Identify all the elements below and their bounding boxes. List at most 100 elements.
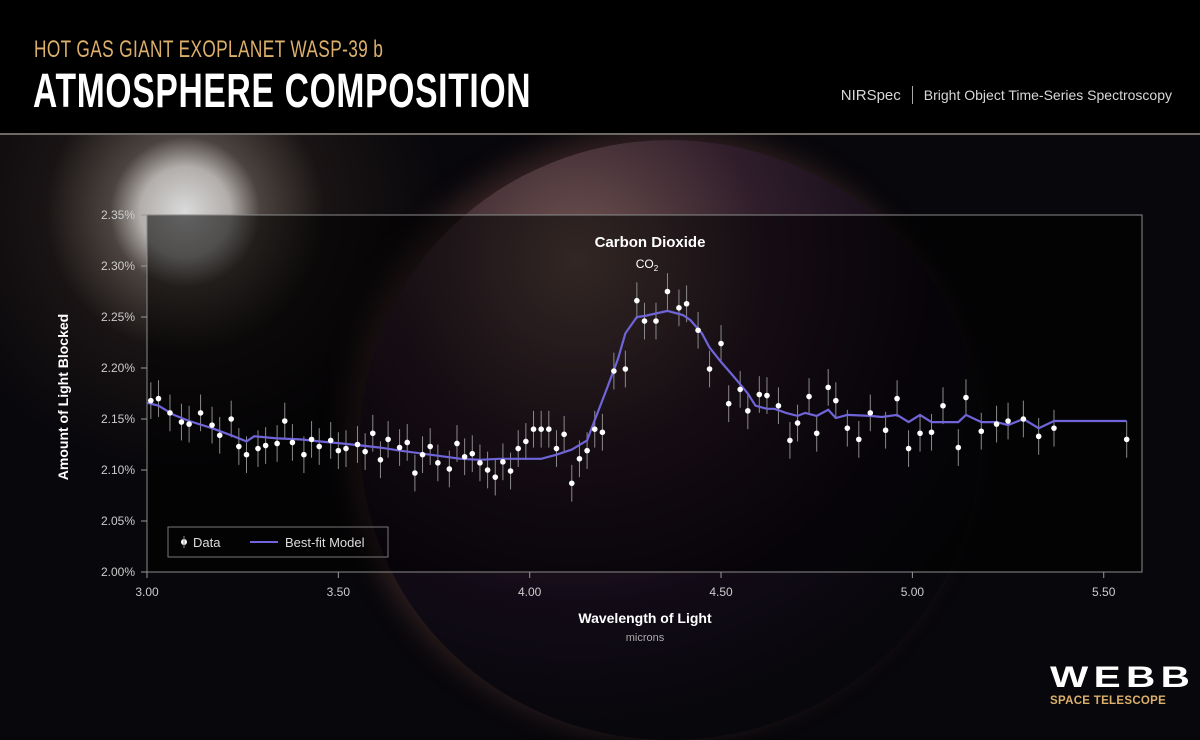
data-point xyxy=(369,430,376,437)
data-point xyxy=(197,410,204,416)
data-point xyxy=(955,444,962,451)
y-axis-label: Amount of Light Blocked xyxy=(55,314,71,480)
data-point xyxy=(335,447,342,454)
data-point xyxy=(794,420,801,426)
data-point xyxy=(216,432,223,439)
data-point xyxy=(622,366,629,372)
data-point xyxy=(500,459,506,465)
x-tick-label: 5.50 xyxy=(1092,585,1116,599)
data-point xyxy=(412,470,418,476)
data-point xyxy=(327,437,334,444)
y-tick-label: 2.10% xyxy=(101,463,135,477)
data-point xyxy=(477,460,483,466)
annotation-label: Carbon Dioxide xyxy=(595,234,706,251)
y-tick-label: 2.15% xyxy=(101,412,135,426)
data-point xyxy=(308,436,315,443)
data-point xyxy=(1035,433,1042,440)
instrument-mode: Bright Object Time-Series Spectroscopy xyxy=(923,87,1172,103)
data-point xyxy=(993,421,1000,427)
data-point xyxy=(354,441,361,448)
data-point xyxy=(611,368,617,374)
data-point xyxy=(553,445,560,452)
data-point xyxy=(523,438,529,445)
data-point xyxy=(289,439,296,446)
plot-area xyxy=(146,214,1143,573)
data-points xyxy=(148,288,1130,487)
data-point xyxy=(155,395,162,402)
data-point xyxy=(236,443,242,450)
x-tick-label: 4.00 xyxy=(518,585,542,599)
x-axis-label: Wavelength of Light xyxy=(578,610,712,626)
data-point xyxy=(1020,416,1027,422)
data-point xyxy=(1051,425,1057,431)
header: HOT GAS GIANT EXOPLANET WASP-39 b ATMOSP… xyxy=(0,0,1200,135)
legend-data-label: Data xyxy=(193,535,221,550)
data-point xyxy=(148,397,154,404)
data-point xyxy=(940,402,946,409)
data-point xyxy=(825,384,831,391)
data-point xyxy=(917,430,923,437)
logo-wordmark: WEBB xyxy=(1050,661,1196,694)
data-point xyxy=(561,431,567,438)
data-point xyxy=(538,426,544,433)
data-point xyxy=(167,410,173,416)
data-point xyxy=(963,394,969,401)
divider xyxy=(911,86,913,104)
data-point xyxy=(454,440,460,447)
data-point xyxy=(274,440,280,447)
logo-tagline: SPACE TELESCOPE xyxy=(1050,695,1167,707)
data-point xyxy=(243,451,250,458)
data-point xyxy=(591,426,598,433)
data-point xyxy=(756,391,763,398)
data-point xyxy=(427,443,433,450)
data-point xyxy=(435,460,441,466)
y-tick-label: 2.25% xyxy=(101,310,135,324)
data-point xyxy=(806,393,812,400)
x-tick-label: 5.00 xyxy=(901,585,925,599)
data-point xyxy=(209,422,215,428)
data-point xyxy=(385,436,391,443)
data-point xyxy=(446,466,453,472)
data-point xyxy=(664,288,671,295)
y-tick-label: 2.05% xyxy=(101,514,135,528)
data-point xyxy=(492,474,499,480)
webb-logo: WEBB SPACE TELESCOPE xyxy=(1050,663,1190,708)
y-tick-label: 2.30% xyxy=(101,259,135,273)
data-point xyxy=(396,444,403,451)
data-point xyxy=(641,318,648,324)
data-point xyxy=(584,447,590,454)
data-point xyxy=(262,442,269,449)
data-point xyxy=(343,445,349,452)
legend-box xyxy=(167,526,389,558)
legend: Data Best-fit Model xyxy=(167,526,389,558)
data-point xyxy=(695,327,701,334)
data-point xyxy=(775,402,782,409)
data-point xyxy=(1005,418,1011,424)
data-point xyxy=(362,448,368,455)
data-point xyxy=(683,300,690,307)
data-point xyxy=(653,318,659,324)
data-point xyxy=(568,480,575,487)
data-point xyxy=(894,395,900,402)
data-point xyxy=(255,445,261,452)
data-point xyxy=(515,445,522,452)
data-point xyxy=(316,443,323,450)
data-point xyxy=(764,392,770,399)
data-point xyxy=(469,450,476,457)
instrument-label: NIRSpec Bright Object Time-Series Spectr… xyxy=(841,86,1172,104)
data-point xyxy=(419,451,426,458)
data-point xyxy=(745,408,751,414)
x-axis: 3.00 3.50 4.00 4.50 5.00 5.50 xyxy=(135,572,1116,599)
instrument-name: NIRSpec xyxy=(840,86,901,104)
data-point xyxy=(228,416,234,422)
data-point xyxy=(1123,436,1130,443)
data-point xyxy=(867,410,874,416)
data-point xyxy=(186,421,192,427)
data-point xyxy=(484,467,491,473)
data-point xyxy=(905,445,912,452)
data-point xyxy=(634,297,640,304)
data-point xyxy=(725,400,732,407)
y-tick-label: 2.00% xyxy=(101,565,135,579)
data-point xyxy=(301,451,307,458)
